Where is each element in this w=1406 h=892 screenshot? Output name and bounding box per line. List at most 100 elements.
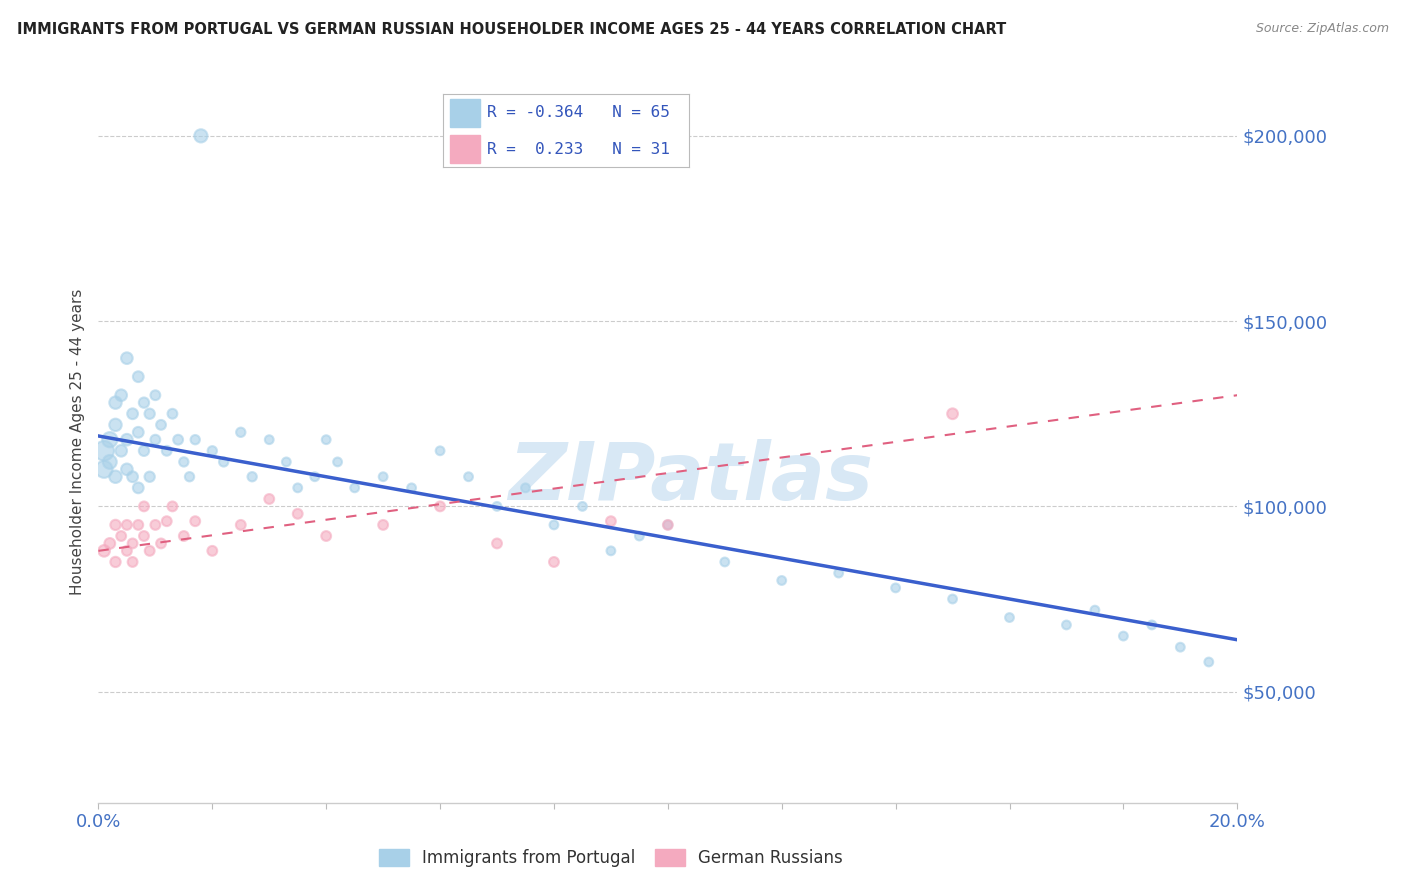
Text: R = -0.364   N = 65: R = -0.364 N = 65 bbox=[486, 105, 671, 120]
Point bbox=[486, 500, 509, 514]
Point bbox=[184, 433, 207, 447]
Point bbox=[156, 514, 179, 528]
Point bbox=[115, 544, 138, 558]
Point bbox=[373, 469, 395, 483]
Point bbox=[110, 388, 132, 402]
Point bbox=[287, 507, 309, 521]
Point bbox=[138, 544, 160, 558]
Point bbox=[259, 433, 281, 447]
Point bbox=[343, 481, 366, 495]
Point bbox=[98, 433, 121, 447]
Point bbox=[104, 417, 127, 432]
Point bbox=[884, 581, 907, 595]
Point bbox=[184, 514, 207, 528]
Point bbox=[571, 500, 593, 514]
Point bbox=[104, 469, 127, 483]
Point bbox=[543, 555, 565, 569]
Point bbox=[326, 455, 349, 469]
Legend: Immigrants from Portugal, German Russians: Immigrants from Portugal, German Russian… bbox=[373, 842, 849, 874]
Point bbox=[373, 517, 395, 532]
Point bbox=[138, 469, 160, 483]
Point bbox=[121, 407, 143, 421]
Point bbox=[429, 443, 451, 458]
Bar bbox=[450, 136, 479, 163]
Point bbox=[543, 517, 565, 532]
Point bbox=[942, 407, 965, 421]
Point bbox=[315, 529, 337, 543]
Point bbox=[127, 481, 149, 495]
Point bbox=[145, 433, 167, 447]
Point bbox=[179, 469, 201, 483]
Point bbox=[201, 544, 224, 558]
Point bbox=[1198, 655, 1220, 669]
Point bbox=[276, 455, 298, 469]
Point bbox=[156, 443, 179, 458]
Point bbox=[132, 395, 155, 409]
Point bbox=[93, 544, 115, 558]
Point bbox=[240, 469, 263, 483]
Point bbox=[115, 517, 138, 532]
Point bbox=[1056, 618, 1078, 632]
Point bbox=[104, 555, 127, 569]
Point bbox=[173, 529, 195, 543]
Point bbox=[1112, 629, 1135, 643]
Point bbox=[115, 462, 138, 476]
Point bbox=[150, 536, 173, 550]
Point bbox=[1084, 603, 1107, 617]
Point bbox=[110, 443, 132, 458]
Point bbox=[600, 514, 623, 528]
Point bbox=[770, 574, 793, 588]
Point bbox=[138, 407, 160, 421]
Text: R =  0.233   N = 31: R = 0.233 N = 31 bbox=[486, 142, 671, 157]
Point bbox=[98, 536, 121, 550]
Point bbox=[190, 128, 212, 143]
Point bbox=[486, 536, 509, 550]
Point bbox=[132, 500, 155, 514]
Point bbox=[127, 369, 149, 384]
Point bbox=[121, 469, 143, 483]
Point bbox=[93, 462, 115, 476]
Point bbox=[104, 395, 127, 409]
Text: ZIPatlas: ZIPatlas bbox=[508, 439, 873, 516]
Point bbox=[304, 469, 326, 483]
Point bbox=[212, 455, 235, 469]
Point bbox=[121, 555, 143, 569]
Point bbox=[132, 443, 155, 458]
Point bbox=[515, 481, 537, 495]
Point bbox=[657, 517, 679, 532]
Point bbox=[714, 555, 737, 569]
Point bbox=[628, 529, 651, 543]
Point bbox=[127, 517, 149, 532]
Point bbox=[1140, 618, 1163, 632]
Point bbox=[229, 517, 252, 532]
Y-axis label: Householder Income Ages 25 - 44 years: Householder Income Ages 25 - 44 years bbox=[69, 288, 84, 595]
Point bbox=[162, 407, 184, 421]
Point bbox=[98, 455, 121, 469]
Point bbox=[1170, 640, 1192, 655]
Point bbox=[145, 388, 167, 402]
Point bbox=[162, 500, 184, 514]
Point bbox=[121, 536, 143, 550]
Point bbox=[401, 481, 423, 495]
Point bbox=[132, 529, 155, 543]
Bar bbox=[450, 99, 479, 127]
Point bbox=[150, 417, 173, 432]
Point bbox=[173, 455, 195, 469]
Text: IMMIGRANTS FROM PORTUGAL VS GERMAN RUSSIAN HOUSEHOLDER INCOME AGES 25 - 44 YEARS: IMMIGRANTS FROM PORTUGAL VS GERMAN RUSSI… bbox=[17, 22, 1007, 37]
Text: Source: ZipAtlas.com: Source: ZipAtlas.com bbox=[1256, 22, 1389, 36]
Point bbox=[110, 529, 132, 543]
Point bbox=[600, 544, 623, 558]
Point bbox=[828, 566, 851, 580]
Point bbox=[145, 517, 167, 532]
Point bbox=[115, 351, 138, 366]
Point bbox=[998, 610, 1021, 624]
Point bbox=[167, 433, 190, 447]
Point bbox=[657, 517, 679, 532]
Point bbox=[259, 491, 281, 506]
Point bbox=[942, 592, 965, 607]
Point bbox=[429, 500, 451, 514]
Point bbox=[93, 443, 115, 458]
Point bbox=[315, 433, 337, 447]
Point bbox=[457, 469, 479, 483]
Point bbox=[115, 433, 138, 447]
